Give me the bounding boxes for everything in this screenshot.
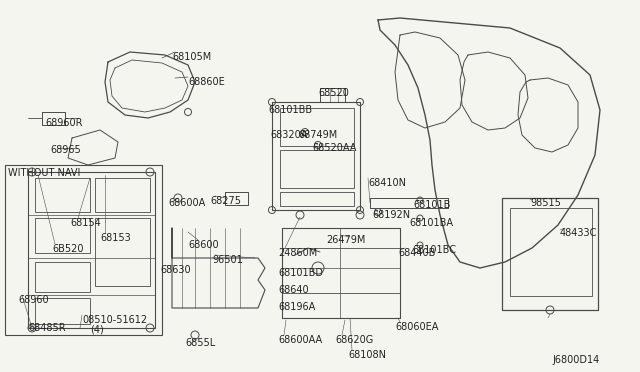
Text: 68965: 68965 (50, 145, 81, 155)
Text: 68630: 68630 (160, 265, 191, 275)
Text: 68749M: 68749M (298, 130, 337, 140)
Text: 08510-51612: 08510-51612 (82, 315, 147, 325)
Bar (95, 218, 150, 286)
Text: 68101BA: 68101BA (409, 218, 453, 228)
Text: WITHOUT NAVI: WITHOUT NAVI (8, 168, 81, 178)
Text: 68101BD: 68101BD (278, 268, 323, 278)
Text: 68960: 68960 (18, 295, 49, 305)
Text: 68860E: 68860E (188, 77, 225, 87)
Bar (510, 208, 592, 296)
Text: 68440B: 68440B (398, 248, 435, 258)
Bar (280, 192, 354, 206)
Text: 6855L: 6855L (185, 338, 215, 348)
Text: 68153: 68153 (100, 233, 131, 243)
Text: 68320A: 68320A (270, 130, 307, 140)
Text: 68101BB: 68101BB (268, 105, 312, 115)
Text: 68600: 68600 (188, 240, 219, 250)
Bar (35, 262, 90, 292)
Bar (280, 108, 354, 146)
Text: 68410N: 68410N (368, 178, 406, 188)
Text: 68640: 68640 (278, 285, 308, 295)
Bar (35, 298, 90, 324)
Text: J6800D14: J6800D14 (552, 355, 599, 365)
Bar (320, 88, 345, 102)
Text: 26479M: 26479M (326, 235, 365, 245)
Text: 68060EA: 68060EA (395, 322, 438, 332)
Text: 68196A: 68196A (278, 302, 316, 312)
Text: 68154: 68154 (70, 218, 100, 228)
Text: 24860M: 24860M (278, 248, 317, 258)
Text: 68108N: 68108N (348, 350, 386, 360)
Text: 68520AA: 68520AA (312, 143, 356, 153)
Text: 68101BC: 68101BC (412, 245, 456, 255)
Text: 96501: 96501 (212, 255, 243, 265)
Text: 68600A: 68600A (168, 198, 205, 208)
Text: 6B520: 6B520 (52, 244, 83, 254)
Text: 68620G: 68620G (335, 335, 373, 345)
Bar (95, 178, 150, 212)
Text: (4): (4) (90, 325, 104, 335)
Text: 68520: 68520 (318, 88, 349, 98)
Text: 68600AA: 68600AA (278, 335, 322, 345)
Text: 68105M: 68105M (172, 52, 211, 62)
Text: 48433C: 48433C (560, 228, 597, 238)
Bar (35, 178, 90, 212)
Text: 68275: 68275 (210, 196, 241, 206)
Bar (35, 218, 90, 253)
Text: 68192N: 68192N (372, 210, 410, 220)
Text: 98515: 98515 (530, 198, 561, 208)
Bar (280, 150, 354, 188)
Text: 68485R: 68485R (28, 323, 66, 333)
Text: 68101B: 68101B (413, 200, 451, 210)
Bar (282, 248, 400, 293)
Bar (5, 165, 162, 335)
Text: 68960R: 68960R (45, 118, 83, 128)
